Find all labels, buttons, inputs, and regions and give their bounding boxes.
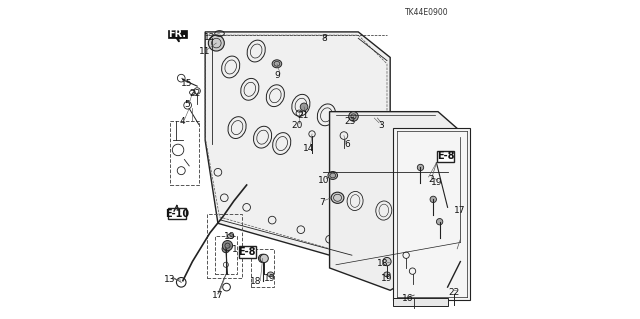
Text: E-8: E-8	[239, 247, 256, 257]
Text: 3: 3	[379, 121, 385, 130]
Text: 1: 1	[232, 245, 237, 254]
Text: 17: 17	[212, 291, 223, 300]
Text: 6: 6	[344, 140, 350, 149]
Circle shape	[349, 112, 358, 121]
Text: 22: 22	[449, 288, 460, 297]
FancyBboxPatch shape	[168, 30, 187, 38]
Circle shape	[222, 241, 232, 251]
Text: TK44E0900: TK44E0900	[405, 8, 449, 17]
Text: FR.: FR.	[168, 29, 186, 39]
Text: 19: 19	[381, 274, 392, 283]
Text: 21: 21	[298, 111, 309, 120]
Text: 8: 8	[321, 34, 327, 43]
Polygon shape	[394, 298, 447, 306]
Ellipse shape	[272, 60, 282, 68]
FancyBboxPatch shape	[239, 246, 256, 258]
Text: 13: 13	[164, 275, 175, 284]
Text: 14: 14	[303, 145, 314, 153]
Circle shape	[417, 164, 424, 171]
Ellipse shape	[331, 192, 344, 204]
Text: 9: 9	[275, 71, 280, 80]
Ellipse shape	[328, 171, 337, 179]
Circle shape	[209, 35, 224, 51]
FancyBboxPatch shape	[437, 151, 454, 162]
Bar	[252, 249, 274, 287]
Bar	[215, 236, 237, 274]
Circle shape	[450, 286, 458, 294]
Text: 11: 11	[199, 47, 211, 56]
Circle shape	[430, 196, 436, 203]
Circle shape	[259, 254, 267, 263]
Text: E-10: E-10	[164, 209, 189, 219]
Text: 4: 4	[179, 117, 185, 126]
Text: 19: 19	[264, 274, 275, 283]
Bar	[207, 214, 242, 278]
Text: 10: 10	[318, 176, 330, 185]
Text: 18: 18	[250, 278, 262, 286]
Text: 7: 7	[319, 198, 325, 207]
Ellipse shape	[384, 272, 390, 277]
Text: 15: 15	[181, 79, 193, 88]
Text: 5: 5	[184, 100, 189, 109]
Polygon shape	[394, 128, 470, 300]
Ellipse shape	[268, 272, 274, 277]
Text: 19: 19	[431, 178, 442, 187]
Circle shape	[436, 219, 443, 225]
Text: 20: 20	[291, 121, 303, 130]
Text: 18: 18	[376, 259, 388, 268]
Circle shape	[260, 254, 268, 263]
Text: 2: 2	[428, 175, 434, 184]
Circle shape	[300, 103, 308, 111]
Ellipse shape	[431, 176, 438, 181]
Circle shape	[383, 257, 391, 266]
Polygon shape	[330, 112, 463, 290]
Text: E-8: E-8	[437, 151, 454, 161]
Text: 17: 17	[454, 206, 465, 215]
FancyBboxPatch shape	[168, 208, 186, 219]
Text: 23: 23	[344, 117, 355, 126]
Ellipse shape	[227, 234, 234, 239]
Text: 19: 19	[224, 232, 236, 241]
Polygon shape	[205, 32, 390, 262]
Text: 16: 16	[403, 294, 414, 303]
Text: 22: 22	[189, 89, 200, 98]
Bar	[170, 121, 199, 185]
Circle shape	[222, 245, 230, 253]
Text: 12: 12	[204, 33, 215, 42]
